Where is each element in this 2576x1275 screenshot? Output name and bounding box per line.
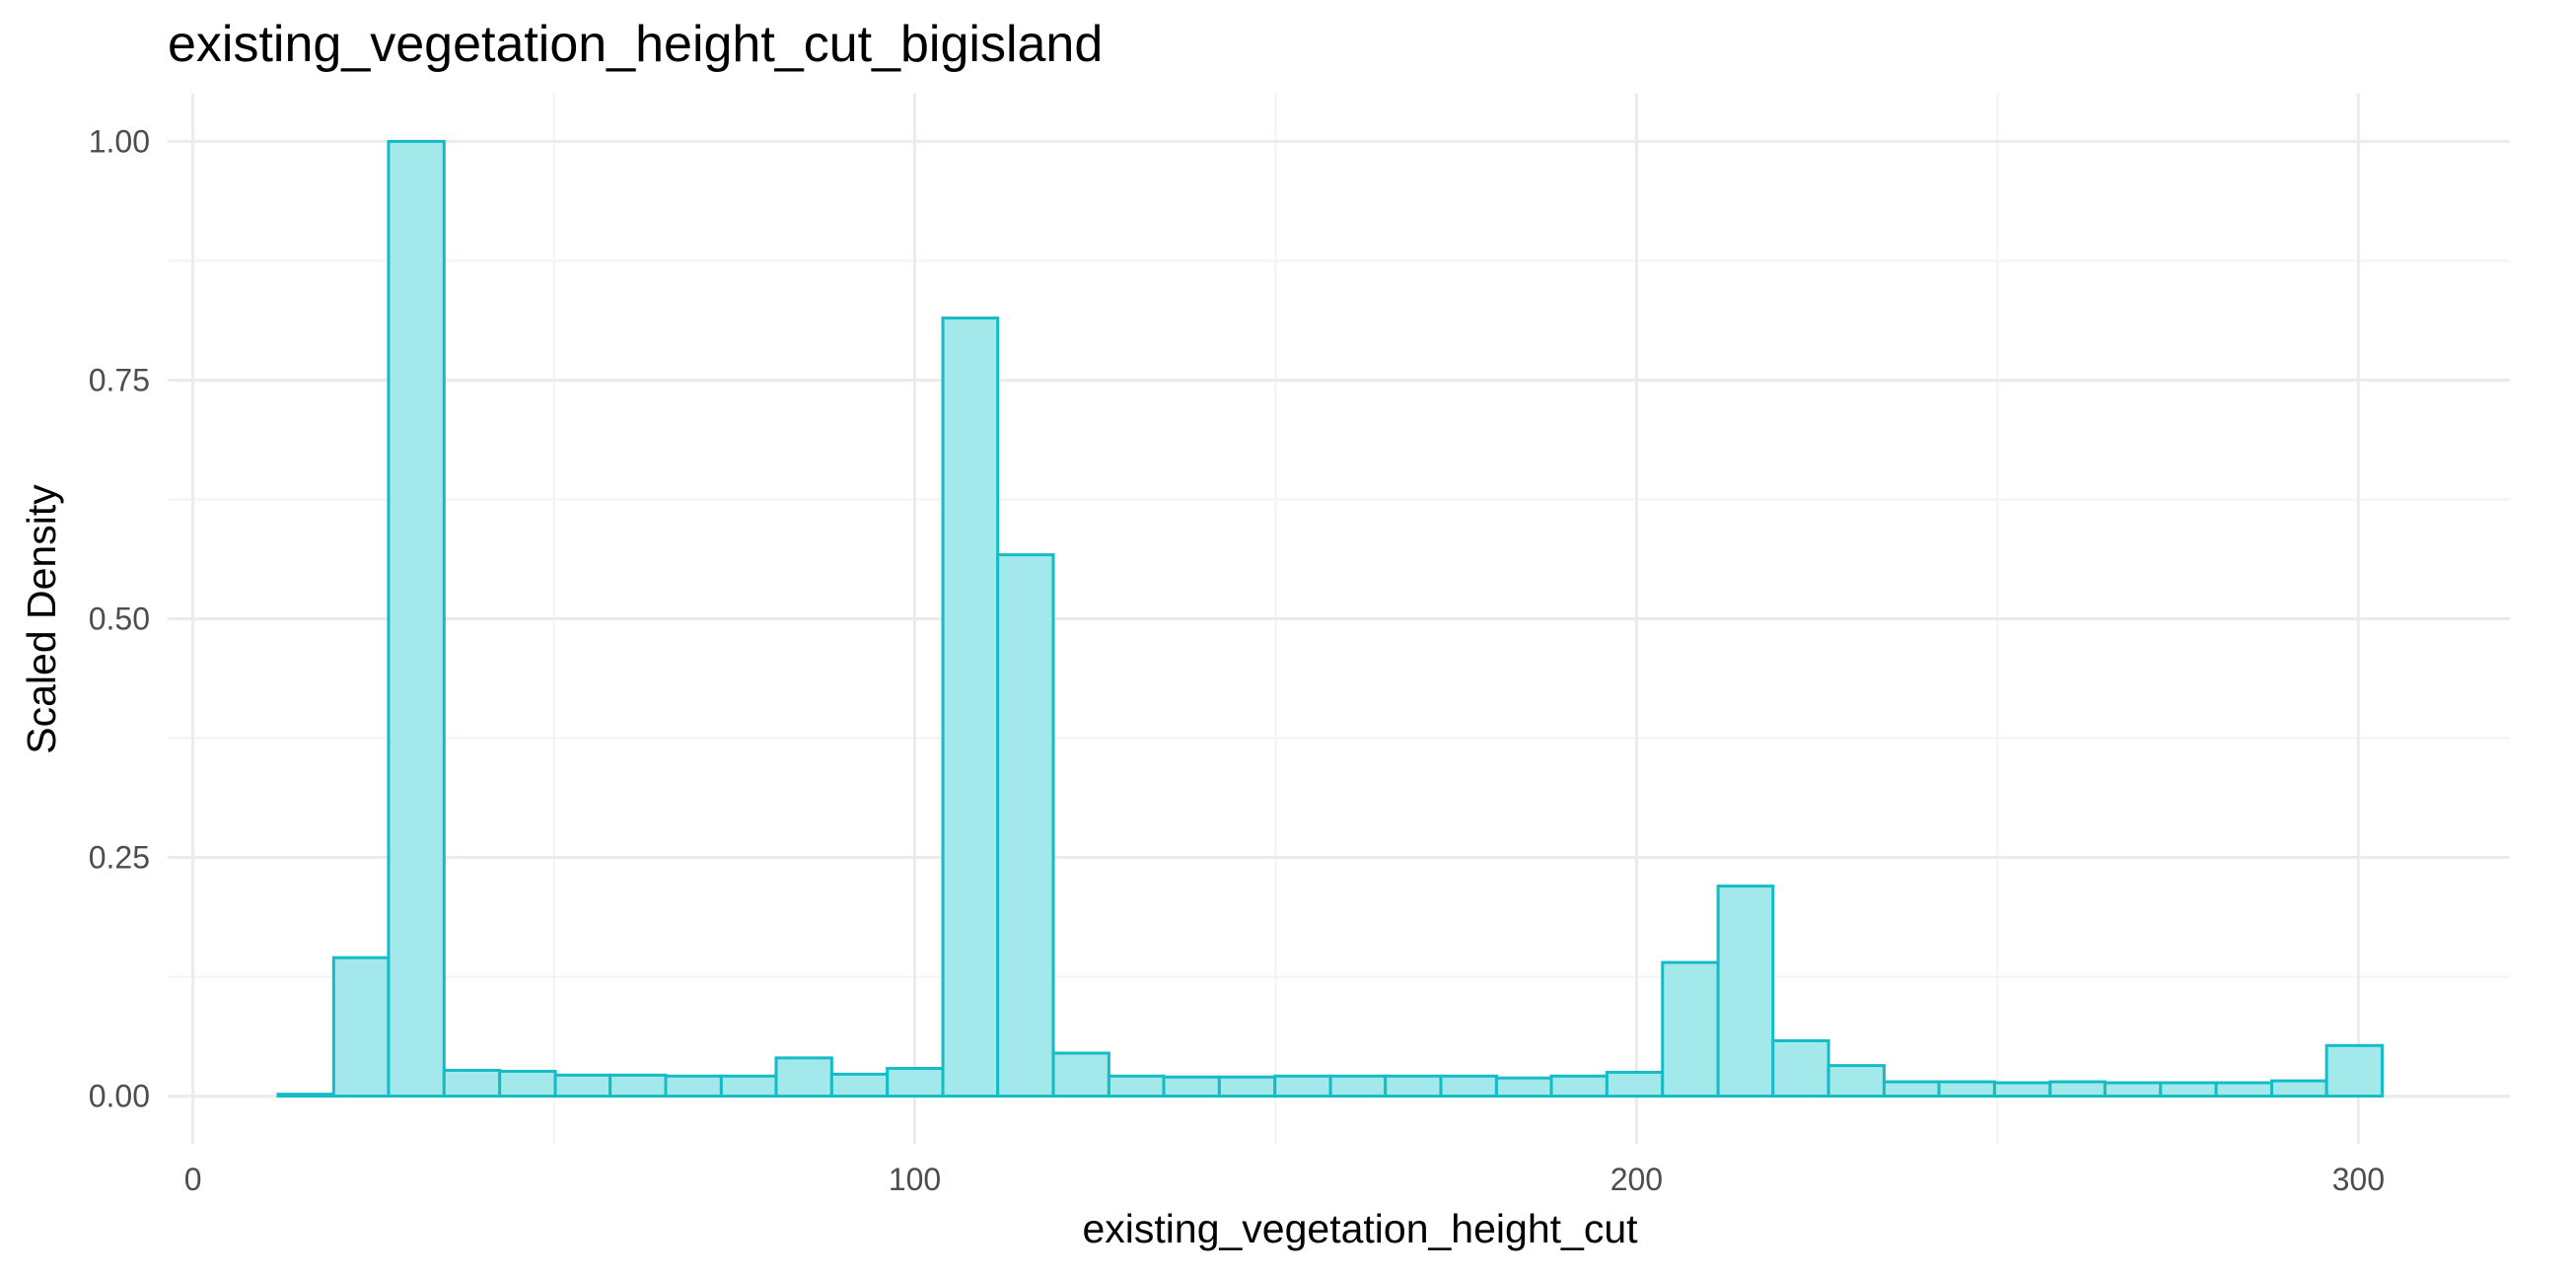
y-tick-label-2: 0.50 bbox=[89, 602, 150, 637]
histogram-bar-19 bbox=[1328, 1074, 1388, 1098]
histogram-bar-9 bbox=[774, 1056, 833, 1098]
histogram-bar-18 bbox=[1273, 1074, 1332, 1098]
histogram-bar-20 bbox=[1384, 1074, 1443, 1098]
histogram-bar-13 bbox=[996, 553, 1055, 1098]
x-axis-tick-labels: 0 100 200 300 bbox=[184, 1162, 2385, 1197]
histogram-bar-15 bbox=[1107, 1074, 1166, 1098]
y-tick-label-4: 1.00 bbox=[89, 123, 150, 159]
histogram-bar-17 bbox=[1217, 1075, 1277, 1098]
histogram-bar-30 bbox=[1937, 1080, 1996, 1098]
histogram-bar-6 bbox=[608, 1073, 668, 1098]
histogram-bar-14 bbox=[1051, 1051, 1110, 1098]
y-axis-tick-labels: 0.00 0.25 0.50 0.75 1.00 bbox=[89, 123, 150, 1113]
histogram-bar-36 bbox=[2269, 1079, 2328, 1098]
histogram-bar-37 bbox=[2325, 1043, 2384, 1098]
histogram-bar-5 bbox=[553, 1073, 612, 1098]
x-tick-label-1: 100 bbox=[889, 1162, 941, 1197]
histogram-bar-8 bbox=[719, 1074, 778, 1098]
histogram-bar-22 bbox=[1494, 1076, 1553, 1098]
histogram-bar-10 bbox=[829, 1072, 890, 1098]
y-tick-label-1: 0.25 bbox=[89, 840, 150, 876]
histogram-bar-7 bbox=[664, 1074, 723, 1098]
x-tick-label-2: 200 bbox=[1610, 1162, 1663, 1197]
grid-lines bbox=[168, 94, 2510, 1144]
histogram-bar-28 bbox=[1826, 1064, 1886, 1098]
histogram-bar-29 bbox=[1882, 1080, 1941, 1098]
y-tick-label-0: 0.00 bbox=[89, 1079, 150, 1114]
histogram-bar-32 bbox=[2048, 1080, 2107, 1098]
histogram-bar-23 bbox=[1549, 1074, 1609, 1098]
histogram-bar-24 bbox=[1605, 1070, 1665, 1098]
histogram-bar-31 bbox=[1992, 1081, 2052, 1098]
histogram-bar-4 bbox=[498, 1069, 557, 1098]
histogram-bar-11 bbox=[886, 1067, 945, 1098]
histogram-bar-26 bbox=[1716, 885, 1775, 1098]
histogram-bar-25 bbox=[1661, 960, 1720, 1098]
histogram-bar-0 bbox=[276, 1093, 335, 1098]
histogram-bar-3 bbox=[442, 1068, 502, 1098]
histogram-bar-35 bbox=[2214, 1081, 2273, 1098]
histogram-bar-2 bbox=[387, 139, 446, 1098]
histogram-bars bbox=[276, 139, 2384, 1098]
histogram-bar-27 bbox=[1771, 1038, 1830, 1098]
histogram-bar-33 bbox=[2103, 1081, 2163, 1098]
x-tick-label-0: 0 bbox=[184, 1162, 202, 1197]
y-axis-title: Scaled Density bbox=[19, 484, 64, 754]
y-tick-label-3: 0.75 bbox=[89, 362, 150, 397]
x-axis-title: existing_vegetation_height_cut bbox=[1082, 1206, 1638, 1251]
histogram-bar-12 bbox=[941, 317, 1000, 1098]
histogram-bar-1 bbox=[331, 956, 391, 1098]
chart-title: existing_vegetation_height_cut_bigisland bbox=[168, 16, 1103, 73]
histogram-bar-16 bbox=[1162, 1075, 1221, 1098]
histogram-bar-34 bbox=[2159, 1081, 2218, 1098]
histogram-bar-21 bbox=[1439, 1074, 1498, 1098]
x-tick-label-3: 300 bbox=[2332, 1162, 2385, 1197]
